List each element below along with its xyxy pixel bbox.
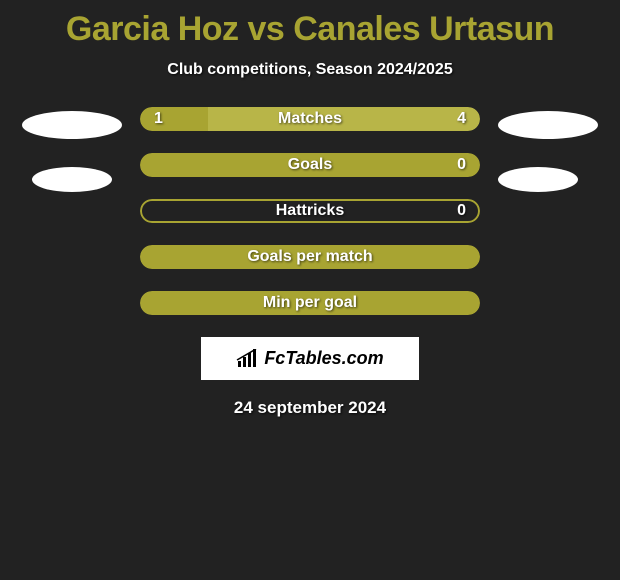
- player2-nation-avatar: [498, 167, 578, 192]
- bar-value-right: 4: [457, 110, 466, 128]
- bar-label: Hattricks: [276, 202, 344, 220]
- bar-label: Matches: [278, 110, 342, 128]
- right-avatar-column: [498, 107, 598, 192]
- stat-bar-goals: Goals 0: [140, 153, 480, 177]
- page-title: Garcia Hoz vs Canales Urtasun: [0, 10, 620, 49]
- bar-label: Min per goal: [263, 294, 357, 312]
- stat-bar-matches: 1 Matches 4: [140, 107, 480, 131]
- stats-area: 1 Matches 4 Goals 0 Hattricks 0 Goals per match…: [0, 107, 620, 315]
- bar-fill-right: [208, 107, 480, 131]
- bar-value-right: 0: [457, 156, 466, 174]
- logo-text: FcTables.com: [264, 348, 383, 369]
- stat-bar-hattricks: Hattricks 0: [140, 199, 480, 223]
- chart-icon: [236, 349, 260, 369]
- left-avatar-column: [22, 107, 122, 192]
- logo-content: FcTables.com: [236, 348, 383, 369]
- stat-bar-min-per-goal: Min per goal: [140, 291, 480, 315]
- bar-fill-left: [140, 107, 208, 131]
- date-label: 24 september 2024: [0, 398, 620, 418]
- player1-club-avatar: [22, 111, 122, 139]
- stats-widget: Garcia Hoz vs Canales Urtasun Club compe…: [0, 0, 620, 418]
- player1-nation-avatar: [32, 167, 112, 192]
- stat-bar-goals-per-match: Goals per match: [140, 245, 480, 269]
- player2-club-avatar: [498, 111, 598, 139]
- source-logo[interactable]: FcTables.com: [201, 337, 419, 380]
- bar-value-right: 0: [457, 202, 466, 220]
- bar-label: Goals per match: [247, 248, 372, 266]
- bar-label: Goals: [288, 156, 332, 174]
- stat-bars: 1 Matches 4 Goals 0 Hattricks 0 Goals per match…: [140, 107, 480, 315]
- subtitle: Club competitions, Season 2024/2025: [0, 61, 620, 79]
- bar-value-left: 1: [154, 110, 163, 128]
